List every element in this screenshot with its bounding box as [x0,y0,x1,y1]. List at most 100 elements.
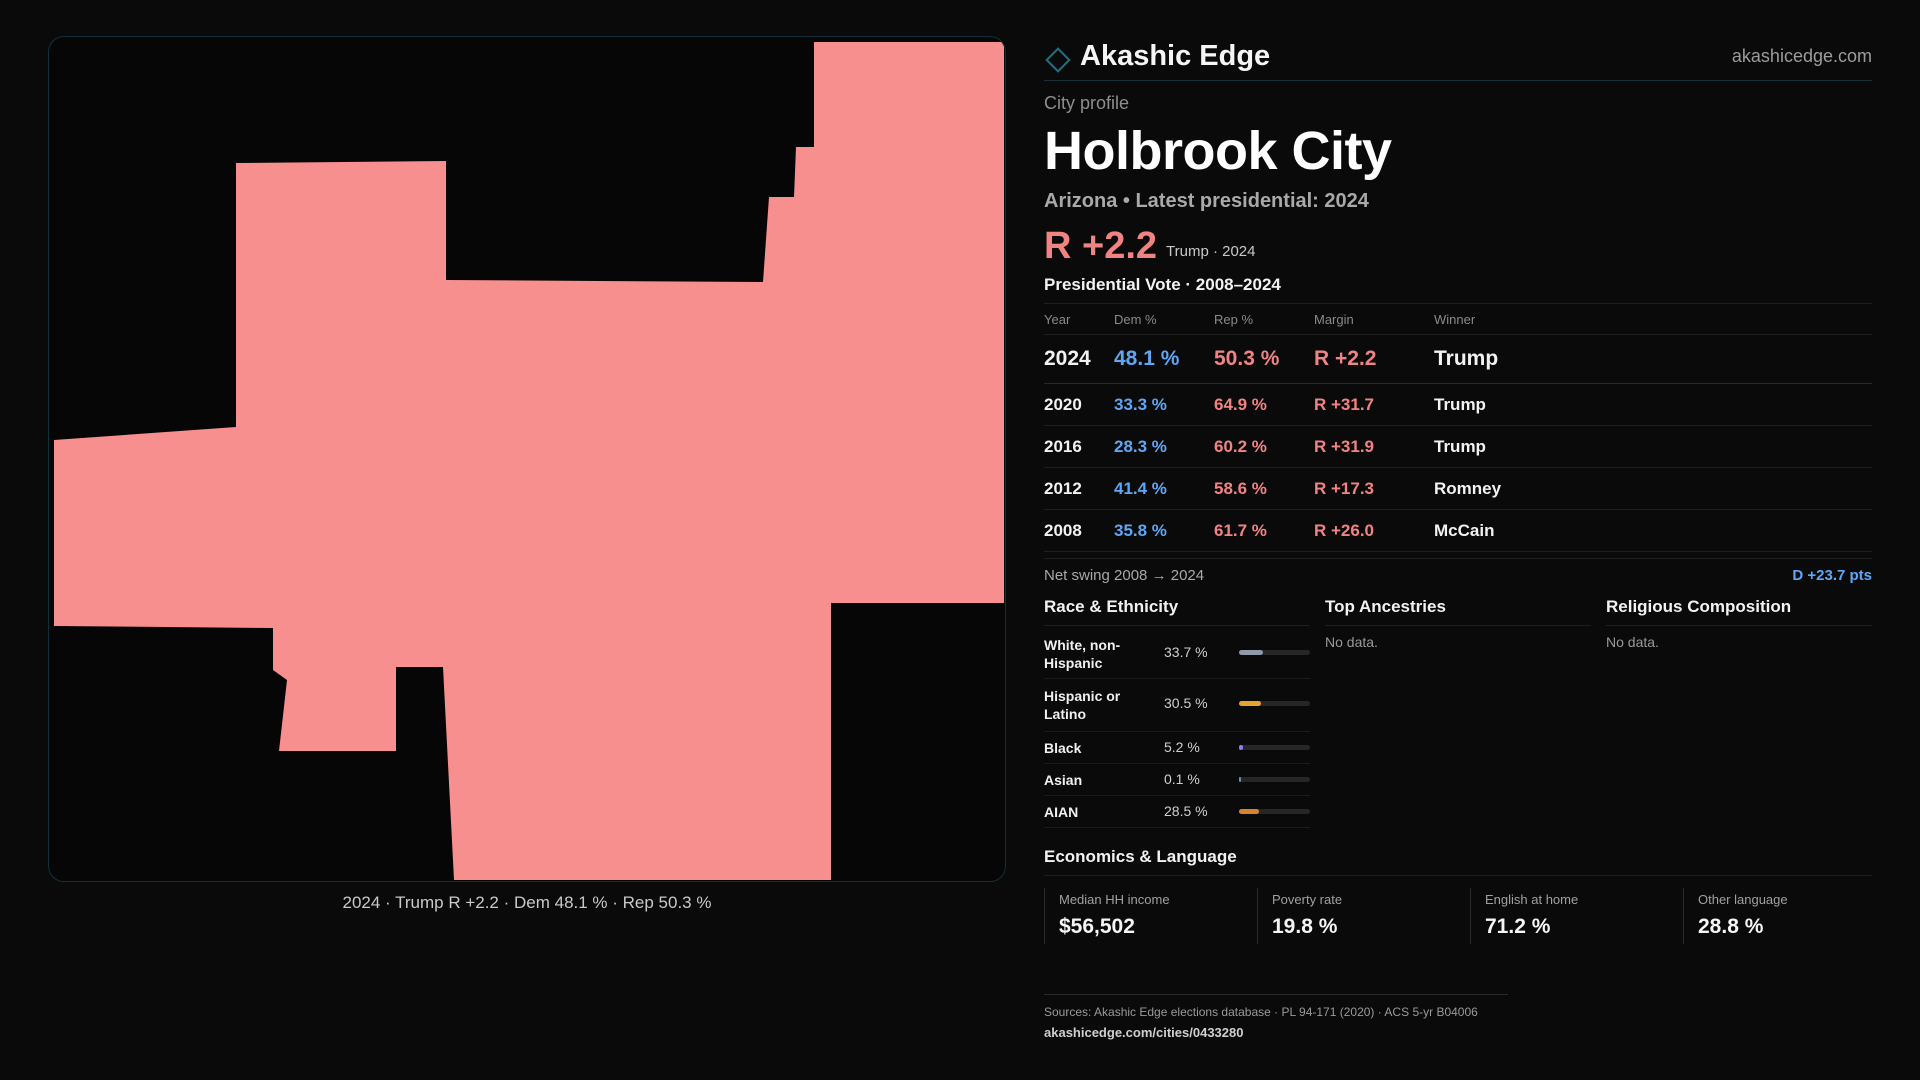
demographics-columns: Race & Ethnicity White, non-Hispanic 33.… [1044,597,1872,847]
race-value: 33.7 % [1164,644,1208,660]
economics-heading: Economics & Language [1044,847,1872,876]
cell-year: 2020 [1044,383,1114,426]
race-bar-fill [1239,777,1242,782]
econ-label: Median HH income [1059,892,1170,907]
cell-year: 2016 [1044,425,1114,468]
cell-margin: R +17.3 [1314,467,1434,510]
col-dem: Dem % [1114,304,1214,335]
religion-section: Religious Composition No data. [1606,597,1872,650]
cell-margin: R +31.7 [1314,383,1434,426]
city-boundary-shape [54,42,1004,880]
econ-value: 19.8 % [1272,915,1338,938]
cell-year: 2012 [1044,467,1114,510]
col-rep: Rep % [1214,304,1314,335]
cell-winner: Romney [1434,467,1872,510]
cell-margin: R +26.0 [1314,509,1434,552]
race-bar [1239,650,1310,655]
race-row: White, non-Hispanic 33.7 % [1044,626,1310,679]
race-value: 5.2 % [1164,739,1200,755]
econ-cell-income: Median HH income $56,502 [1044,888,1249,944]
page-subtitle: Arizona • Latest presidential: 2024 [1044,190,1369,212]
race-row: Asian 0.1 % [1044,764,1310,796]
race-bar-fill [1239,701,1261,706]
econ-label: Other language [1698,892,1788,907]
ancestry-empty: No data. [1325,634,1378,650]
econ-value: 71.2 % [1485,915,1551,938]
race-bar [1239,701,1310,706]
map-caption: 2024 · Trump R +2.2 · Dem 48.1 % · Rep 5… [342,893,712,912]
race-label: AIAN [1044,804,1079,820]
footer: Sources: Akashic Edge elections database… [1044,994,1508,1040]
ancestry-heading: Top Ancestries [1325,597,1591,626]
col-margin: Margin [1314,304,1434,335]
race-value: 28.5 % [1164,803,1208,819]
race-label: Black [1044,740,1082,756]
cell-dem: 35.8 % [1114,509,1214,552]
race-row: Hispanic or Latino 30.5 % [1044,679,1310,732]
econ-cell-english: English at home 71.2 % [1470,888,1675,944]
col-winner: Winner [1434,304,1872,335]
race-row: Black 5.2 % [1044,732,1310,764]
table-row: 2016 28.3 % 60.2 % R +31.9 Trump [1044,425,1872,468]
cell-rep: 64.9 % [1214,383,1314,426]
page-kicker: City profile [1044,93,1130,113]
brand-url[interactable]: akashicedge.com [1731,46,1872,66]
profile-panel: Akashic Edge akashicedge.com City profil… [1044,36,1872,960]
table-row: 2020 33.3 % 64.9 % R +31.7 Trump [1044,383,1872,426]
race-bar-fill [1239,745,1243,750]
city-map[interactable] [48,36,1006,882]
ancestry-section: Top Ancestries No data. [1325,597,1591,650]
econ-cell-other-language: Other language 28.8 % [1683,888,1888,944]
swing-value: D +23.7 pts [1792,567,1872,584]
source-link[interactable]: akashicedge.com/cities/0433280 [1044,1025,1244,1040]
margin-meta: Trump · 2024 [1166,243,1256,260]
race-value: 30.5 % [1164,695,1208,711]
col-year: Year [1044,304,1114,335]
table-row: 2024 48.1 % 50.3 % R +2.2 Trump [1044,334,1872,384]
race-label: Asian [1044,772,1083,788]
cell-rep: 61.7 % [1214,509,1314,552]
cell-dem: 33.3 % [1114,383,1214,426]
econ-cell-poverty: Poverty rate 19.8 % [1257,888,1462,944]
cell-rep: 50.3 % [1214,334,1314,384]
race-bar [1239,809,1310,814]
race-ethnicity-section: Race & Ethnicity White, non-Hispanic 33.… [1044,597,1310,828]
econ-value: 28.8 % [1698,915,1764,938]
cell-rep: 60.2 % [1214,425,1314,468]
cell-margin: R +2.2 [1314,334,1434,384]
margin-value: R +2.2 [1044,225,1158,267]
sources-note: Sources: Akashic Edge elections database… [1044,1005,1478,1019]
vote-table-header: Year Dem % Rep % Margin Winner [1044,304,1872,335]
brand-header: Akashic Edge akashicedge.com [1044,36,1872,81]
religion-heading: Religious Composition [1606,597,1872,626]
cell-dem: 48.1 % [1114,334,1214,384]
table-row: 2008 35.8 % 61.7 % R +26.0 McCain [1044,509,1872,552]
diamond-logo-icon [1045,47,1071,73]
race-heading: Race & Ethnicity [1044,597,1310,626]
cell-year: 2024 [1044,334,1114,384]
race-bar [1239,777,1310,782]
econ-label: Poverty rate [1272,892,1343,907]
race-row: AIAN 28.5 % [1044,796,1310,828]
cell-winner: Trump [1434,383,1872,426]
econ-value: $56,502 [1059,915,1135,938]
cell-winner: McCain [1434,509,1872,552]
cell-margin: R +31.9 [1314,425,1434,468]
cell-winner: Trump [1434,334,1872,384]
table-row: 2012 41.4 % 58.6 % R +17.3 Romney [1044,467,1872,510]
vote-heading: Presidential Vote · 2008–2024 [1044,275,1872,304]
race-value: 0.1 % [1164,771,1200,787]
economics-grid: Median HH income $56,502 Poverty rate 19… [1044,888,1872,960]
race-label: Hispanic or Latino [1044,688,1121,722]
race-bar [1239,745,1310,750]
headline-margin: R +2.2 Trump · 2024 [1044,223,1872,269]
race-bar-fill [1239,650,1263,655]
religion-empty: No data. [1606,634,1659,650]
cell-dem: 41.4 % [1114,467,1214,510]
vote-table: Year Dem % Rep % Margin Winner 2024 48.1… [1044,304,1872,552]
race-bar-fill [1239,809,1260,814]
city-boundary-map [54,42,1004,880]
cell-year: 2008 [1044,509,1114,552]
brand-name: Akashic Edge [1080,40,1271,72]
page-title: Holbrook City [1044,121,1392,181]
